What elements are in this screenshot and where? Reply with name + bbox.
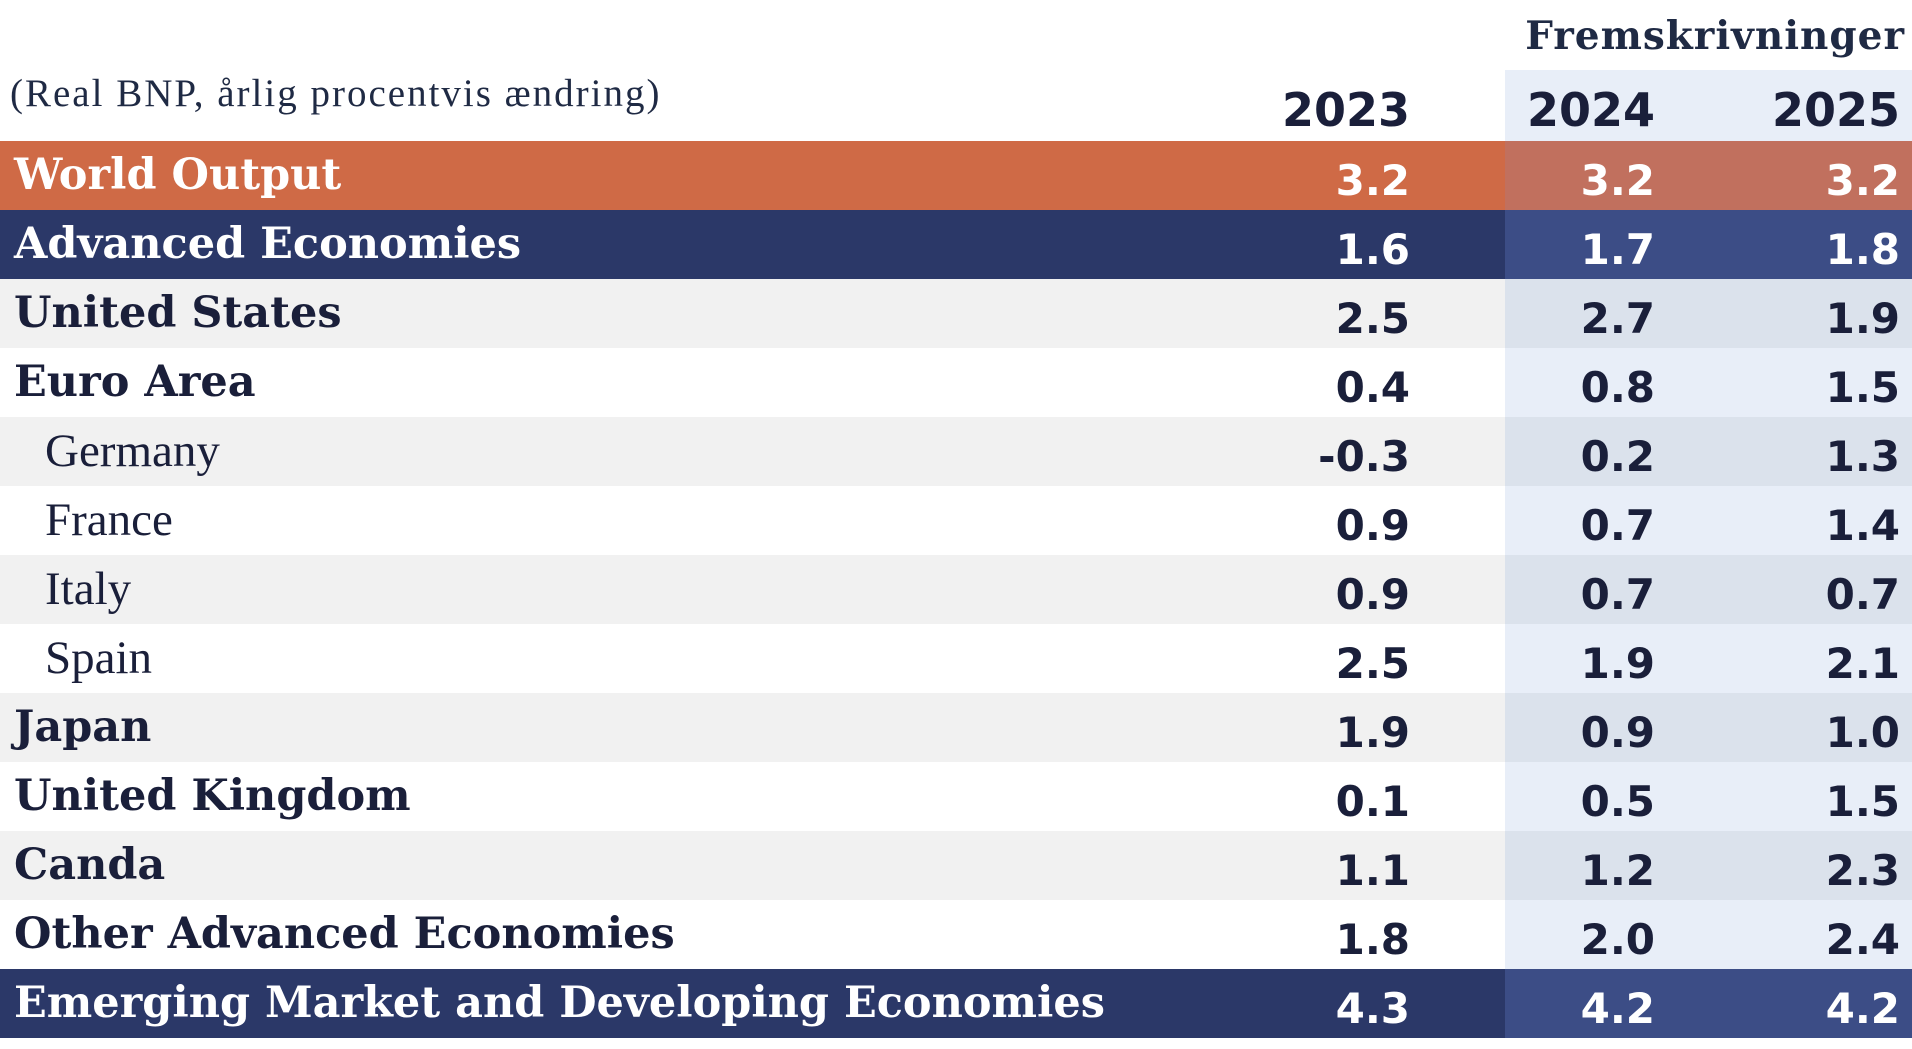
table-row-other-advanced-economies: Other Advanced Economies 1.8 2.0 2.4 [0, 900, 1912, 969]
table-row-spain: Spain 2.5 1.9 2.1 [0, 624, 1912, 693]
value-2024: 2.0 [1580, 915, 1655, 964]
table-row-emerging-market-and-developing-economies: Emerging Market and Developing Economies… [0, 969, 1912, 1038]
value-2023: 2.5 [1335, 294, 1410, 343]
projections-header: Fremskrivninger [1505, 6, 1905, 66]
value-2024: 4.2 [1580, 984, 1655, 1033]
row-label: Advanced Economies [14, 219, 522, 269]
value-2025: 1.5 [1825, 777, 1900, 826]
value-2024: 1.9 [1580, 639, 1655, 688]
table-row-japan: Japan 1.9 0.9 1.0 [0, 693, 1912, 762]
value-2025: 4.2 [1825, 984, 1900, 1033]
value-2024: 0.7 [1580, 570, 1655, 619]
value-2025: 1.5 [1825, 363, 1900, 412]
value-2025: 0.7 [1825, 570, 1900, 619]
value-2024: 3.2 [1580, 156, 1655, 205]
column-header-2024: 2024 [1526, 83, 1655, 137]
row-label: United Kingdom [14, 771, 411, 821]
table-row-italy: Italy 0.9 0.7 0.7 [0, 555, 1912, 624]
value-2025: 1.0 [1825, 708, 1900, 757]
value-2025: 1.8 [1825, 225, 1900, 274]
row-label: Canda [14, 840, 166, 890]
value-2024: 1.2 [1580, 846, 1655, 895]
value-2025: 2.1 [1825, 639, 1900, 688]
value-2024: 0.7 [1580, 501, 1655, 550]
row-label: Japan [14, 702, 152, 752]
value-2023: 1.1 [1335, 846, 1410, 895]
projection-header-band [1505, 70, 1912, 141]
table-row-canada: Canda 1.1 1.2 2.3 [0, 831, 1912, 900]
value-2025: 2.3 [1825, 846, 1900, 895]
value-2023: 2.5 [1335, 639, 1410, 688]
value-2025: 1.3 [1825, 432, 1900, 481]
value-2025: 2.4 [1825, 915, 1900, 964]
table-row-united-states: United States 2.5 2.7 1.9 [0, 279, 1912, 348]
column-header-2023: 2023 [1281, 83, 1410, 137]
table-row-euro-area: Euro Area 0.4 0.8 1.5 [0, 348, 1912, 417]
row-label: Other Advanced Economies [14, 909, 675, 959]
value-2023: 0.9 [1335, 501, 1410, 550]
value-2024: 0.5 [1580, 777, 1655, 826]
value-2023: 4.3 [1335, 984, 1410, 1033]
row-label: World Output [14, 150, 342, 200]
value-2023: 0.9 [1335, 570, 1410, 619]
table-row-france: France 0.9 0.7 1.4 [0, 486, 1912, 555]
row-label: Spain [45, 632, 153, 684]
row-label: United States [14, 288, 342, 338]
value-2024: 0.9 [1580, 708, 1655, 757]
table-row-advanced-economies: Advanced Economies 1.6 1.7 1.8 [0, 210, 1912, 279]
value-2023: 0.1 [1335, 777, 1410, 826]
column-header-2025: 2025 [1771, 83, 1900, 137]
value-2024: 0.8 [1580, 363, 1655, 412]
value-2025: 1.9 [1825, 294, 1900, 343]
value-2025: 1.4 [1825, 501, 1900, 550]
value-2023: 0.4 [1335, 363, 1410, 412]
value-2024: 2.7 [1580, 294, 1655, 343]
unit-note: (Real BNP, årlig procentvis ændring) [10, 72, 662, 115]
row-label: Emerging Market and Developing Economies [14, 978, 1105, 1028]
table-row-world-output: World Output 3.2 3.2 3.2 [0, 141, 1912, 210]
value-2023: 1.9 [1335, 708, 1410, 757]
row-label: Euro Area [14, 357, 256, 407]
row-label: France [45, 494, 173, 546]
value-2023: 3.2 [1335, 156, 1410, 205]
table-row-united-kingdom: United Kingdom 0.1 0.5 1.5 [0, 762, 1912, 831]
value-2024: 1.7 [1580, 225, 1655, 274]
value-2023: 1.6 [1335, 225, 1410, 274]
table-row-germany: Germany -0.3 0.2 1.3 [0, 417, 1912, 486]
row-label: Italy [45, 563, 132, 615]
row-label: Germany [45, 425, 220, 477]
value-2025: 3.2 [1825, 156, 1900, 205]
value-2023: 1.8 [1335, 915, 1410, 964]
value-2023: -0.3 [1318, 432, 1410, 481]
value-2024: 0.2 [1580, 432, 1655, 481]
